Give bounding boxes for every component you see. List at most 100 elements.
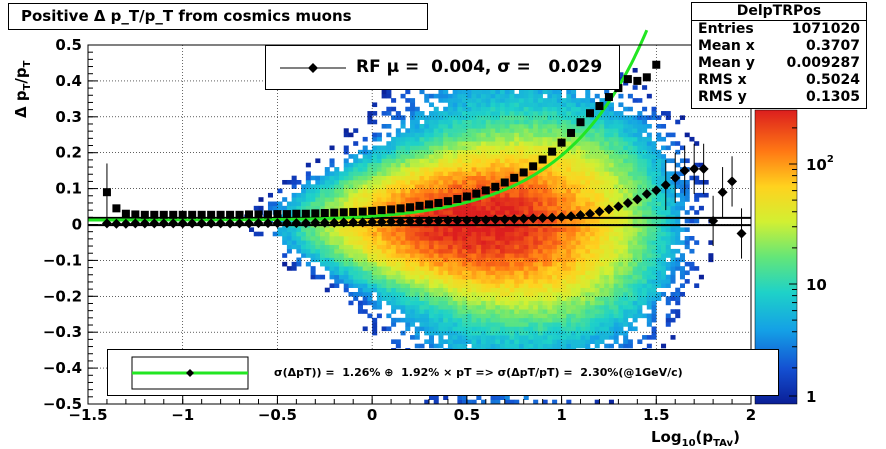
heatmap-cell bbox=[491, 171, 496, 176]
heatmap-cell bbox=[604, 184, 609, 189]
heatmap-cell bbox=[595, 270, 600, 275]
heatmap-cell bbox=[396, 296, 401, 301]
heatmap-cell bbox=[273, 232, 278, 237]
heatmap-cell bbox=[320, 176, 325, 181]
heatmap-cell bbox=[467, 288, 472, 293]
heatmap-cell bbox=[585, 344, 590, 349]
heatmap-cell bbox=[652, 240, 657, 245]
heatmap-cell bbox=[330, 258, 335, 263]
heatmap-cell bbox=[552, 262, 557, 267]
heatmap-cell bbox=[637, 227, 642, 232]
heatmap-cell bbox=[500, 322, 505, 327]
heatmap-cell bbox=[566, 158, 571, 163]
heatmap-cell bbox=[301, 232, 306, 237]
heatmap-cell bbox=[448, 141, 453, 146]
heatmap-cell bbox=[348, 227, 353, 232]
heatmap-cell bbox=[481, 288, 486, 293]
heatmap-cell bbox=[656, 202, 661, 207]
heatmap-cell bbox=[391, 154, 396, 159]
heatmap-cell bbox=[557, 90, 562, 95]
heatmap-cell bbox=[571, 167, 576, 172]
heatmap-cell bbox=[609, 266, 614, 271]
heatmap-cell bbox=[495, 111, 500, 116]
heatmap-cell bbox=[557, 283, 562, 288]
heatmap-cell bbox=[614, 270, 619, 275]
heatmap-cell bbox=[552, 141, 557, 146]
heatmap-cell bbox=[391, 167, 396, 172]
heatmap-cell bbox=[443, 150, 448, 155]
heatmap-cell bbox=[495, 107, 500, 112]
heatmap-cell bbox=[656, 137, 661, 142]
heatmap-cell bbox=[581, 301, 586, 306]
heatmap-cell bbox=[524, 128, 529, 133]
heatmap-cell bbox=[443, 158, 448, 163]
heatmap-cell bbox=[623, 133, 628, 138]
heatmap-cell bbox=[339, 180, 344, 185]
heatmap-cell bbox=[637, 98, 642, 103]
heatmap-cell bbox=[547, 133, 552, 138]
heatmap-cell bbox=[486, 158, 491, 163]
heatmap-cell bbox=[472, 292, 477, 297]
heatmap-cell bbox=[519, 258, 524, 263]
heatmap-cell bbox=[258, 197, 263, 202]
heatmap-cell bbox=[429, 279, 434, 284]
heatmap-cell bbox=[647, 253, 652, 258]
heatmap-cell bbox=[472, 305, 477, 310]
rms-marker bbox=[539, 156, 547, 164]
heatmap-cell bbox=[476, 227, 481, 232]
heatmap-cell bbox=[491, 275, 496, 280]
heatmap-cell bbox=[434, 314, 439, 319]
heatmap-cell bbox=[656, 227, 661, 232]
heatmap-cell bbox=[453, 189, 458, 194]
heatmap-cell bbox=[590, 314, 595, 319]
heatmap-cell bbox=[585, 301, 590, 306]
heatmap-cell bbox=[547, 115, 552, 120]
heatmap-cell bbox=[315, 184, 320, 189]
heatmap-cell bbox=[382, 326, 387, 331]
heatmap-cell bbox=[472, 158, 477, 163]
heatmap-cell bbox=[438, 258, 443, 263]
heatmap-cell bbox=[543, 90, 548, 95]
heatmap-cell bbox=[618, 275, 623, 280]
heatmap-cell bbox=[656, 283, 661, 288]
heatmap-cell bbox=[396, 275, 401, 280]
heatmap-cell bbox=[438, 270, 443, 275]
heatmap-cell bbox=[628, 344, 633, 349]
heatmap-cell bbox=[472, 309, 477, 314]
heatmap-cell bbox=[457, 107, 462, 112]
heatmap-cell bbox=[434, 180, 439, 185]
heatmap-cell bbox=[599, 314, 604, 319]
heatmap-cell bbox=[581, 197, 586, 202]
heatmap-cell bbox=[533, 301, 538, 306]
heatmap-cell bbox=[666, 249, 671, 254]
heatmap-cell bbox=[363, 158, 368, 163]
heatmap-cell bbox=[661, 283, 666, 288]
heatmap-cell bbox=[661, 249, 666, 254]
heatmap-cell bbox=[472, 288, 477, 293]
heatmap-cell bbox=[609, 249, 614, 254]
heatmap-cell bbox=[614, 184, 619, 189]
heatmap-cell bbox=[396, 158, 401, 163]
heatmap-cell bbox=[652, 301, 657, 306]
heatmap-cell bbox=[420, 249, 425, 254]
heatmap-cell bbox=[330, 171, 335, 176]
heatmap-cell bbox=[647, 292, 652, 297]
heatmap-cell bbox=[495, 210, 500, 215]
heatmap-cell bbox=[647, 227, 652, 232]
heatmap-cell bbox=[604, 232, 609, 237]
heatmap-cell bbox=[429, 163, 434, 168]
heatmap-cell bbox=[491, 305, 496, 310]
heatmap-cell bbox=[585, 240, 590, 245]
heatmap-cell bbox=[628, 253, 633, 258]
heatmap-cell bbox=[367, 249, 372, 254]
heatmap-cell bbox=[614, 197, 619, 202]
heatmap-cell bbox=[462, 158, 467, 163]
heatmap-cell bbox=[330, 236, 335, 241]
heatmap-cell bbox=[372, 266, 377, 271]
heatmap-cell bbox=[519, 283, 524, 288]
heatmap-cell bbox=[438, 314, 443, 319]
heatmap-cell bbox=[457, 301, 462, 306]
heatmap-cell bbox=[363, 288, 368, 293]
heatmap-cell bbox=[576, 331, 581, 336]
heatmap-cell bbox=[410, 137, 415, 142]
